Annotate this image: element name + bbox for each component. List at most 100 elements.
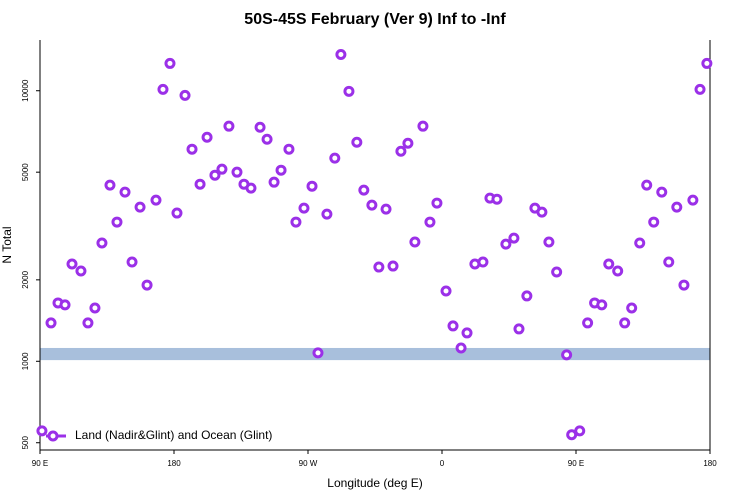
data-point [119, 186, 131, 198]
data-point [513, 323, 525, 335]
chart-title: 50S-45S February (Ver 9) Inf to -Inf [244, 11, 506, 28]
data-point [461, 327, 473, 339]
data-point [373, 261, 385, 273]
data-point [671, 201, 683, 213]
ocean-band [40, 347, 710, 361]
data-point [298, 202, 310, 214]
data-point [417, 120, 429, 132]
data-point [701, 57, 713, 69]
data-point [596, 299, 608, 311]
data-point [648, 216, 660, 228]
data-point [329, 152, 341, 164]
data-point [216, 163, 228, 175]
data-point [409, 236, 421, 248]
data-point [335, 49, 347, 61]
data-point [45, 317, 57, 329]
data-point [678, 279, 690, 291]
data-point [543, 236, 555, 248]
data-point [186, 143, 198, 155]
data-point [268, 176, 280, 188]
data-point [626, 302, 638, 314]
data-point [75, 265, 87, 277]
x-axis-label: Longitude (deg E) [327, 476, 422, 490]
data-point [634, 237, 646, 249]
data-point [566, 429, 578, 441]
data-point [402, 137, 414, 149]
data-point [663, 256, 675, 268]
legend-label: Land (Nadir&Glint) and Ocean (Glint) [75, 428, 272, 442]
data-point [261, 133, 273, 145]
y-tick-label: 500 [21, 436, 30, 450]
data-point [551, 266, 563, 278]
data-point [157, 83, 169, 95]
data-point [694, 83, 706, 95]
data-point [455, 342, 467, 354]
data-point [164, 57, 176, 69]
data-point [283, 143, 295, 155]
data-point [431, 197, 443, 209]
data-point [82, 317, 94, 329]
data-point [366, 199, 378, 211]
data-point [508, 232, 520, 244]
data-point [171, 207, 183, 219]
data-point [641, 179, 653, 191]
data-point [387, 260, 399, 272]
data-point [126, 256, 138, 268]
data-point [36, 425, 48, 437]
data-point [59, 299, 71, 311]
data-point [104, 179, 116, 191]
data-point [343, 85, 355, 97]
data-point [134, 201, 146, 213]
x-tick-label: 0 [440, 459, 445, 468]
x-tick-label: 90 E [568, 459, 584, 468]
y-tick-label: 1000 [21, 352, 30, 370]
data-point [395, 145, 407, 157]
data-point [380, 203, 392, 215]
data-point [351, 136, 363, 148]
y-tick-label: 2000 [21, 270, 30, 288]
data-point [275, 164, 287, 176]
data-point [231, 166, 243, 178]
legend-marker [47, 430, 59, 442]
data-point [536, 206, 548, 218]
x-tick-label: 180 [167, 459, 181, 468]
data-point [656, 186, 668, 198]
data-point [477, 256, 489, 268]
data-point [424, 216, 436, 228]
data-point [89, 302, 101, 314]
y-tick-label: 5000 [21, 163, 30, 181]
data-point [223, 120, 235, 132]
data-point [612, 265, 624, 277]
data-point [141, 279, 153, 291]
data-point [209, 169, 221, 181]
data-point [254, 121, 266, 133]
x-tick-label: 90 E [32, 459, 48, 468]
data-point [447, 320, 459, 332]
data-point [619, 317, 631, 329]
data-point [66, 258, 78, 270]
data-point [321, 208, 333, 220]
data-point [574, 425, 586, 437]
data-point [358, 184, 370, 196]
x-tick-label: 180 [703, 459, 717, 468]
y-axis-label: N Total [0, 226, 14, 263]
data-point [521, 290, 533, 302]
data-point [194, 178, 206, 190]
data-point [603, 258, 615, 270]
data-point [245, 182, 257, 194]
data-point [201, 131, 213, 143]
data-point [491, 193, 503, 205]
data-point [312, 347, 324, 359]
data-point [96, 237, 108, 249]
data-point [290, 216, 302, 228]
data-point [500, 238, 512, 250]
data-point [582, 317, 594, 329]
y-tick-label: 10000 [21, 79, 30, 102]
data-point [150, 194, 162, 206]
data-point [687, 194, 699, 206]
data-point [306, 180, 318, 192]
data-point [179, 89, 191, 101]
data-point [440, 285, 452, 297]
data-point [111, 216, 123, 228]
